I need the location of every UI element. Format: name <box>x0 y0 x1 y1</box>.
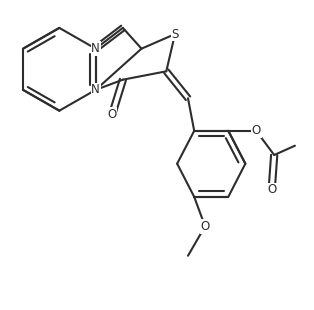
Text: S: S <box>171 28 179 41</box>
Text: N: N <box>91 42 100 55</box>
Text: N: N <box>91 83 100 96</box>
Text: O: O <box>200 220 210 233</box>
Text: O: O <box>252 124 261 137</box>
Text: O: O <box>267 183 276 196</box>
Text: O: O <box>107 108 117 121</box>
